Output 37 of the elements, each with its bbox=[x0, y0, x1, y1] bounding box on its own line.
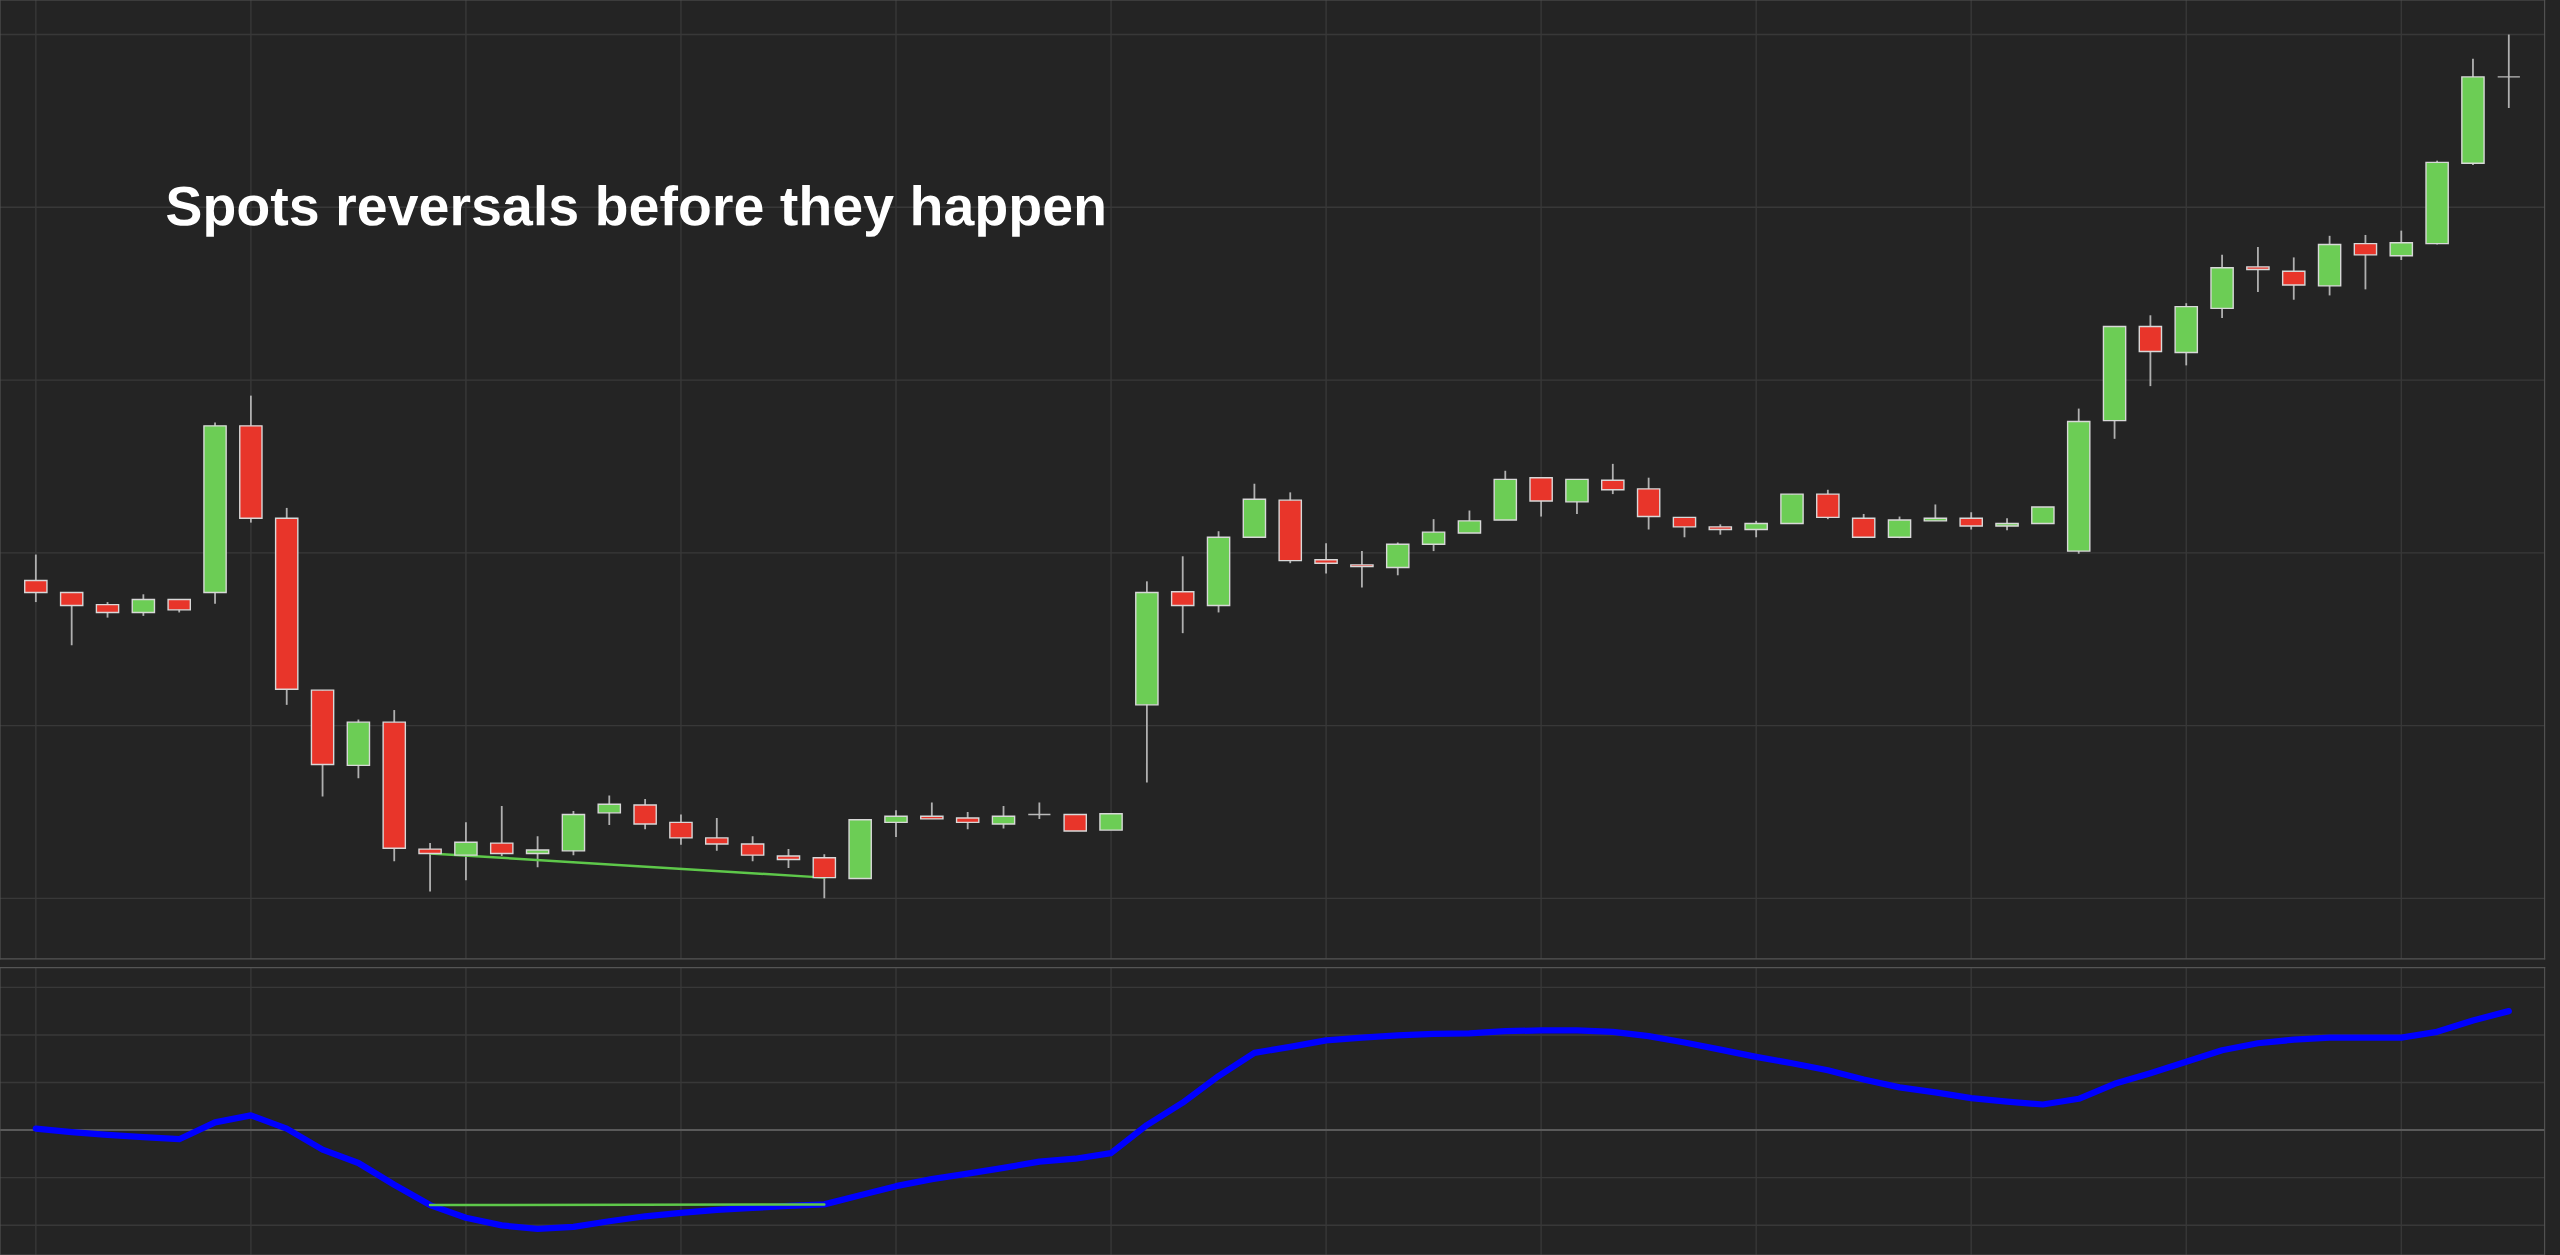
candlestick bbox=[2281, 256, 2306, 301]
candlestick bbox=[597, 794, 622, 826]
candlestick bbox=[1672, 516, 1697, 539]
candlestick bbox=[1923, 503, 1948, 522]
candlestick bbox=[704, 817, 729, 852]
candlestick bbox=[1851, 513, 1876, 539]
candlestick bbox=[669, 813, 693, 846]
candlestick bbox=[1385, 541, 1410, 577]
candlestick bbox=[454, 821, 478, 882]
candlestick bbox=[920, 801, 944, 820]
candlestick bbox=[2246, 246, 2270, 293]
annotation: Spots reversals before they happen bbox=[166, 185, 1104, 237]
candlestick bbox=[418, 842, 442, 893]
candlestick bbox=[525, 835, 550, 869]
candlestick bbox=[2496, 33, 2521, 109]
candlestick bbox=[1421, 518, 1446, 553]
candlestick bbox=[2353, 234, 2378, 291]
candlestick bbox=[633, 798, 657, 831]
candlestick bbox=[812, 853, 837, 900]
candlestick bbox=[24, 553, 48, 603]
candlestick bbox=[1314, 542, 1338, 575]
candlestick bbox=[59, 591, 84, 647]
candlestick bbox=[1170, 555, 1195, 635]
candlestick bbox=[991, 805, 1016, 830]
candlestick bbox=[776, 848, 801, 870]
candlestick bbox=[1565, 478, 1589, 515]
candlestick bbox=[1529, 476, 1553, 518]
candlestick bbox=[1350, 550, 1374, 589]
candlestick bbox=[1816, 488, 1840, 521]
candlestick bbox=[1600, 462, 1625, 495]
candlestick bbox=[1027, 801, 1052, 820]
candlestick bbox=[1457, 509, 1482, 534]
candlestick bbox=[2389, 229, 2414, 261]
candlestick bbox=[740, 835, 765, 863]
candlestick bbox=[489, 805, 514, 857]
candlestick bbox=[131, 593, 156, 617]
candlestick bbox=[884, 809, 908, 838]
